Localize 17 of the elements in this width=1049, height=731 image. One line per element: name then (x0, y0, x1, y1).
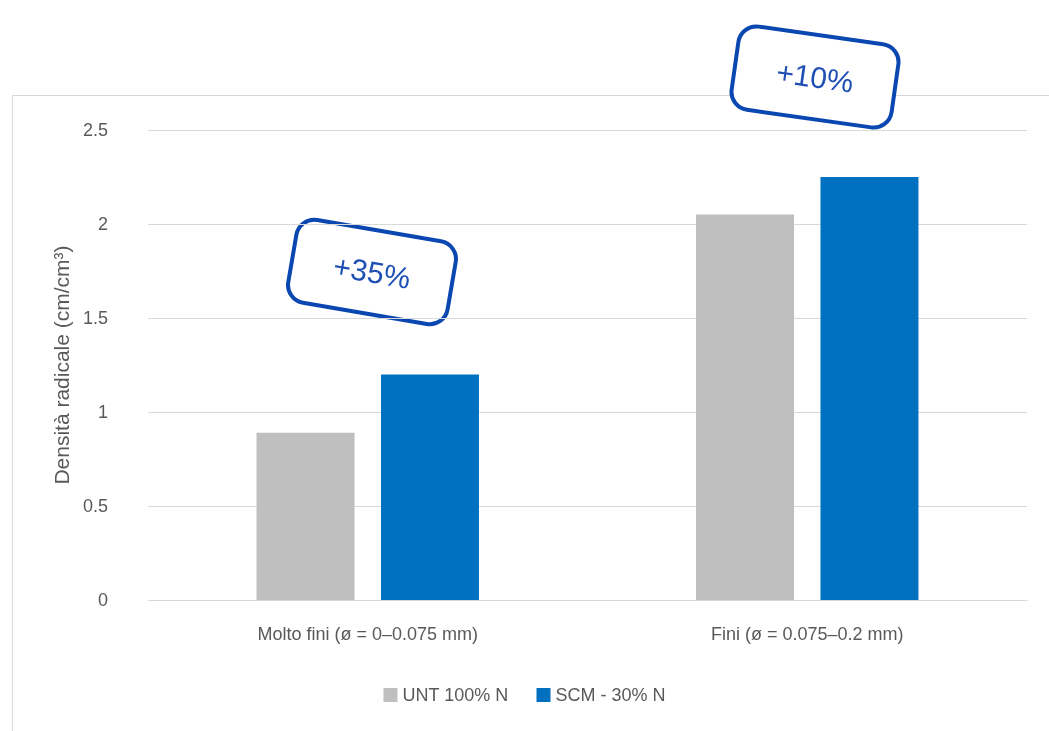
y-tick-label: 0 (97, 590, 108, 610)
text: +10% (774, 55, 856, 99)
bar (380, 374, 479, 600)
x-tick-label: Molto fini (ø = 0–0.075 mm) (257, 624, 479, 644)
x-tick-label: Fini (ø = 0.075–0.2 mm) (710, 624, 904, 644)
y-tick-label: 2 (97, 214, 108, 234)
bar (696, 214, 795, 600)
legend-label: UNT 100% N (402, 685, 509, 705)
y-tick-label: 1.5 (82, 308, 108, 328)
legend-label: SCM - 30% N (555, 685, 666, 705)
annotation: +35% (330, 249, 414, 295)
bar (820, 177, 919, 600)
y-axis-title: Densità radicale (cm/cm³) (50, 245, 74, 485)
y-tick-label: 2.5 (82, 120, 108, 140)
y-tick-label: 0.5 (82, 496, 108, 516)
y-tick-label: 1 (97, 402, 108, 422)
bar (256, 432, 355, 600)
